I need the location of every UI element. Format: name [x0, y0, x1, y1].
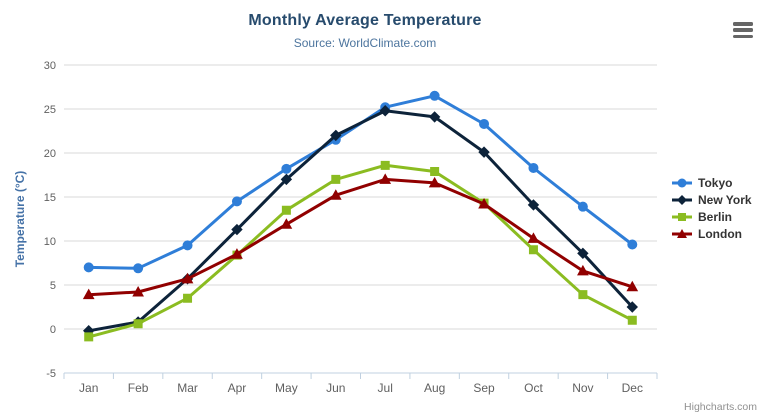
series-line-berlin[interactable]: [87, 163, 634, 339]
legend-label: Berlin: [698, 210, 733, 224]
data-point-berlin[interactable]: [528, 245, 538, 255]
x-axis-label: Feb: [128, 381, 149, 395]
data-point-berlin[interactable]: [183, 293, 193, 303]
credits-link[interactable]: Highcharts.com: [684, 401, 757, 413]
hamburger-icon: [733, 28, 753, 32]
x-axis-label: Dec: [622, 381, 643, 395]
x-axis-label: May: [275, 381, 298, 395]
data-point-tokyo[interactable]: [231, 196, 242, 207]
data-point-tokyo[interactable]: [133, 263, 144, 274]
x-axis-label: Mar: [177, 381, 198, 395]
data-point-berlin[interactable]: [578, 290, 588, 300]
x-axis-label: Oct: [524, 381, 543, 395]
data-point-new-york[interactable]: [330, 129, 342, 142]
data-point-london[interactable]: [231, 248, 243, 259]
data-point-new-york[interactable]: [626, 301, 638, 313]
y-axis-label: 0: [50, 324, 56, 336]
data-point-london[interactable]: [280, 218, 293, 229]
data-point-new-york[interactable]: [478, 146, 490, 158]
data-point-london[interactable]: [478, 198, 490, 209]
legend-label: Tokyo: [698, 176, 733, 190]
legend-label: London: [698, 227, 742, 241]
x-axis-label: Jun: [326, 381, 345, 395]
data-point-london[interactable]: [626, 280, 639, 292]
x-axis-label: Aug: [424, 381, 445, 395]
data-point-london[interactable]: [379, 173, 392, 184]
hamburger-icon: [733, 34, 753, 38]
data-point-tokyo[interactable]: [429, 90, 440, 101]
legend-item-london[interactable]: London: [671, 227, 752, 241]
data-point-tokyo[interactable]: [83, 262, 94, 273]
data-point-berlin[interactable]: [133, 319, 143, 329]
data-point-london[interactable]: [329, 189, 342, 200]
y-axis-label: -5: [46, 368, 56, 380]
y-axis-label: 15: [44, 192, 56, 204]
data-point-london[interactable]: [82, 288, 95, 300]
data-point-berlin[interactable]: [627, 315, 637, 325]
chart-title: Monthly Average Temperature: [248, 12, 482, 29]
data-point-berlin[interactable]: [430, 166, 440, 176]
data-point-tokyo[interactable]: [577, 201, 588, 212]
y-axis-label: 30: [44, 60, 56, 72]
legend-label: New York: [698, 193, 752, 207]
data-point-london[interactable]: [577, 264, 589, 276]
legend: Tokyo New York Berlin London: [671, 176, 752, 241]
data-point-new-york[interactable]: [379, 105, 391, 117]
legend-marker-square-icon: [672, 213, 692, 221]
data-point-london[interactable]: [181, 272, 194, 284]
x-axis-label: Apr: [228, 381, 247, 395]
data-point-new-york[interactable]: [577, 247, 589, 260]
data-point-new-york[interactable]: [231, 223, 243, 236]
y-axis-label: 20: [44, 148, 56, 160]
y-axis-label: 10: [44, 236, 56, 248]
data-point-tokyo[interactable]: [479, 118, 490, 129]
data-point-berlin[interactable]: [331, 174, 341, 184]
y-axis-title: Temperature (°C): [13, 170, 27, 268]
export-menu-button[interactable]: [733, 22, 755, 38]
x-axis-label: Nov: [572, 381, 593, 395]
series-line-london[interactable]: [87, 177, 634, 297]
legend-marker-diamond-icon: [672, 195, 692, 205]
data-point-tokyo[interactable]: [281, 163, 292, 174]
y-axis-label: 5: [50, 280, 56, 292]
legend-marker-circle-icon: [672, 178, 692, 188]
data-point-berlin[interactable]: [380, 160, 390, 170]
legend-item-tokyo[interactable]: Tokyo: [671, 176, 752, 190]
data-point-tokyo[interactable]: [528, 162, 539, 173]
legend-item-new-york[interactable]: New York: [671, 193, 752, 207]
data-point-berlin[interactable]: [281, 205, 291, 215]
data-point-london[interactable]: [132, 286, 144, 297]
legend-item-berlin[interactable]: Berlin: [671, 210, 752, 224]
data-point-new-york[interactable]: [280, 173, 293, 186]
hamburger-icon: [733, 22, 753, 26]
chart-subtitle: Source: WorldClimate.com: [293, 36, 437, 50]
data-point-berlin[interactable]: [84, 332, 94, 342]
series-line-new-york[interactable]: [87, 109, 634, 333]
data-point-new-york[interactable]: [428, 111, 441, 123]
legend-marker-triangle-icon: [672, 229, 692, 238]
x-axis-label: Jan: [79, 381, 98, 395]
data-point-tokyo[interactable]: [627, 239, 638, 250]
data-point-new-york[interactable]: [527, 199, 540, 211]
x-axis-label: Jul: [378, 381, 393, 395]
data-point-tokyo[interactable]: [182, 240, 193, 251]
y-axis-label: 25: [44, 104, 56, 116]
data-point-london[interactable]: [428, 176, 441, 188]
data-point-london[interactable]: [527, 232, 540, 243]
x-axis-label: Sep: [473, 381, 495, 395]
